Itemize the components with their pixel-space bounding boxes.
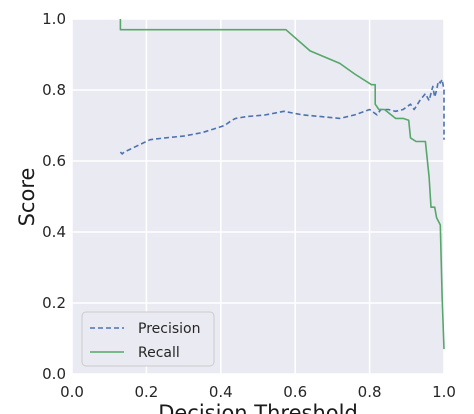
series-line-recall: [119, 19, 445, 350]
y-tick-label: 0.4: [42, 223, 66, 241]
legend-label-precision: Precision: [138, 321, 200, 337]
y-tick-label: 0.0: [42, 365, 66, 383]
x-tick-label: 0.6: [283, 383, 307, 401]
x-tick-label: 0.0: [60, 383, 84, 401]
y-tick-label: 0.6: [42, 152, 66, 170]
x-axis-title: Decision Threshold: [158, 401, 358, 414]
y-tick-label: 0.8: [42, 81, 66, 99]
series-line-precision: [119, 78, 445, 155]
x-tick-label: 0.8: [358, 383, 382, 401]
legend: Precision Recall: [81, 311, 215, 367]
x-tick-label: 1.0: [432, 383, 456, 401]
x-tick-label: 0.2: [134, 383, 158, 401]
x-tick-label: 0.4: [209, 383, 233, 401]
y-axis-title: Score: [15, 168, 39, 227]
y-tick-label: 0.2: [42, 294, 66, 312]
legend-label-recall: Recall: [138, 345, 180, 361]
y-tick-label: 1.0: [42, 10, 66, 28]
